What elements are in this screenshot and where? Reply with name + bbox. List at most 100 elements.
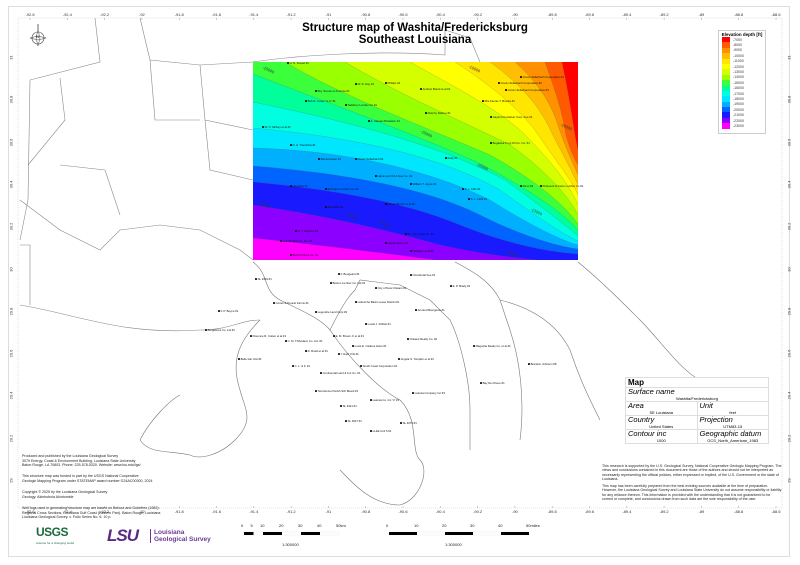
legend-value: -20000 — [733, 107, 744, 112]
scale-km-tick-label: 30 — [298, 523, 303, 528]
well-marker: Angela S. Tompkin et al #1 — [398, 358, 434, 361]
well-marker: Dunn #1 — [520, 185, 534, 188]
well-marker: Nettleton et al #1 — [410, 250, 434, 253]
longitude-label-top: -91 — [325, 12, 332, 17]
well-marker: Boston Lumber Co. Ltd #1 — [330, 282, 366, 285]
legend-entry: -11000 — [722, 58, 765, 64]
well-marker: St. John Land Co. #1 — [405, 233, 434, 236]
well-marker: W. N. McKey et al #1 — [262, 126, 291, 129]
well-marker: A. Claude Plantation #1 — [368, 120, 400, 123]
well-marker: S. L. 1111 #1 — [462, 188, 481, 191]
well-marker: Occidental Fee #1 — [410, 274, 436, 277]
legend-value: -18000 — [733, 96, 744, 101]
legend-entry: -15000 — [722, 80, 765, 86]
longitude-label-top: -89.6 — [584, 12, 595, 17]
longitude-label-bottom: -90.2 — [473, 509, 483, 514]
latitude-label-left: 30 — [8, 266, 14, 272]
area-label: Area — [628, 401, 644, 410]
legend-entry: -23000 — [722, 123, 765, 129]
datum-value: GCS_North_American_1983 — [707, 438, 759, 443]
well-marker: SL 4927 #1 — [345, 420, 362, 423]
scale-miles-tick-label: 40 — [498, 523, 503, 528]
latitude-label-right: 30.8 — [786, 95, 792, 104]
well-marker: City of New Orleans #1 — [375, 287, 407, 290]
contour-line — [284, 62, 578, 225]
longitude-label-top: -92.6 — [25, 12, 35, 17]
latitude-label-right: 30 — [786, 266, 792, 272]
legend-swatch — [722, 101, 730, 108]
datum-label: Geographic datum — [699, 429, 762, 438]
credits: Produced and published by the Louisiana … — [22, 450, 182, 526]
longitude-label-bottom: -90.8 — [361, 509, 371, 514]
legend-swatch — [722, 37, 730, 43]
legend-value: -22000 — [733, 118, 744, 123]
legend-entry: -12000 — [722, 63, 765, 70]
scale-km-tick-label: 0 — [241, 523, 244, 528]
legend-value: -13000 — [733, 70, 744, 75]
contour-line — [544, 62, 578, 166]
well-marker: Andrew Brand et al #1 — [420, 88, 451, 91]
longitude-label-bottom: -92 — [139, 509, 145, 514]
scale-miles-tick-label: 50miles — [526, 523, 540, 528]
well-marker: Crown Zellerbach Corporation #3 — [505, 89, 549, 92]
legend-entry: -18000 — [722, 96, 765, 102]
longitude-label-bottom: -88.6 — [771, 509, 781, 514]
latitude-label-left: 30.2 — [8, 222, 14, 231]
latitude-label-right: 30.6 — [786, 138, 792, 146]
usgs-logo: USGS — [36, 525, 69, 539]
contour-inc-label: Contour inc — [628, 429, 667, 438]
longitude-label-bottom: -89.4 — [622, 509, 632, 514]
longitude-label-top: -91.2 — [286, 12, 296, 17]
longitude-label-top: -89.4 — [622, 12, 632, 17]
latitude-label-right: 29.4 — [786, 392, 792, 400]
legend-swatch — [722, 42, 730, 48]
legend-swatch — [722, 63, 730, 70]
legend-swatch — [722, 58, 730, 64]
well-marker: Orleans Realty Co. #2 — [407, 338, 438, 341]
longitude-label-bottom: -89 — [698, 509, 705, 514]
scale-miles-tick-label: 20 — [442, 523, 447, 528]
legend-value: -10000 — [733, 53, 744, 58]
well-marker: South Coast Corporation #1 — [360, 365, 398, 368]
legend-entry: -19000 — [722, 101, 765, 108]
parish-boundaries — [19, 17, 481, 332]
latitude-label-left: 30.6 — [8, 138, 14, 146]
well-marker: E. M. Brown Jr et al #1 — [333, 335, 364, 338]
well-marker: F. P. Boyce #1 — [218, 310, 239, 313]
legend-value: -23000 — [733, 123, 744, 128]
well-marker: Mrs Fannie T. Brooks #1 — [482, 100, 515, 103]
latitude-label-left: 30.4 — [8, 180, 14, 189]
scale-miles-segment — [501, 532, 529, 535]
well-marker: Armand Bourgeois #1 — [415, 309, 445, 312]
longitude-label-top: -90.4 — [435, 12, 445, 17]
legend-value: -7000 — [733, 37, 742, 42]
scale-km-track — [243, 531, 340, 536]
latitude-label-right: 29.2 — [786, 434, 792, 443]
usgs-tagline: science for a changing world — [36, 541, 75, 545]
well-marker: Hammond Oil & Gas Co. #1 — [375, 175, 413, 178]
latitude-label-right: 31 — [786, 55, 792, 60]
credits-4: Well logs used in generating structure m… — [22, 506, 161, 519]
info-title: Map — [626, 378, 768, 388]
legend-swatch — [722, 53, 730, 59]
disclaimer-1: This research is supported by the U.S. G… — [602, 464, 782, 481]
scale-km-segment — [244, 532, 254, 535]
scale-miles-tick-label: 30 — [470, 523, 475, 528]
well-marker: Latonia Co. Inc 'C' #1 — [370, 399, 400, 402]
longitude-label-bottom: -89.8 — [547, 509, 557, 514]
scale-km-tick-label: 5 — [250, 523, 253, 528]
legend-swatch — [722, 80, 730, 86]
scale-km-tick-label: 50km — [336, 523, 346, 528]
well-marker: Lois M. Bain Co. Inc. #1 — [280, 240, 313, 243]
well-marker: Crown Zellerbach Corporation #1 — [520, 76, 564, 79]
legend-swatch — [722, 74, 730, 81]
scale-miles-segment — [389, 532, 417, 535]
well-marker: Y Hanf Unit #1 — [338, 353, 359, 356]
legend: Elevation depth [ft] -7000 -8000 -9000 -100… — [718, 30, 766, 134]
well-marker: W. R. Day #1 — [355, 83, 374, 86]
country-label: Country — [628, 415, 655, 424]
scale-km-ratio: 1:300000 — [282, 542, 299, 547]
well-marker: D. A. Tranchina #1 — [290, 144, 316, 147]
well-marker: Legendre Land Corp #2 — [315, 311, 348, 314]
well-marker: Murphy Refiner #1 — [425, 112, 451, 115]
